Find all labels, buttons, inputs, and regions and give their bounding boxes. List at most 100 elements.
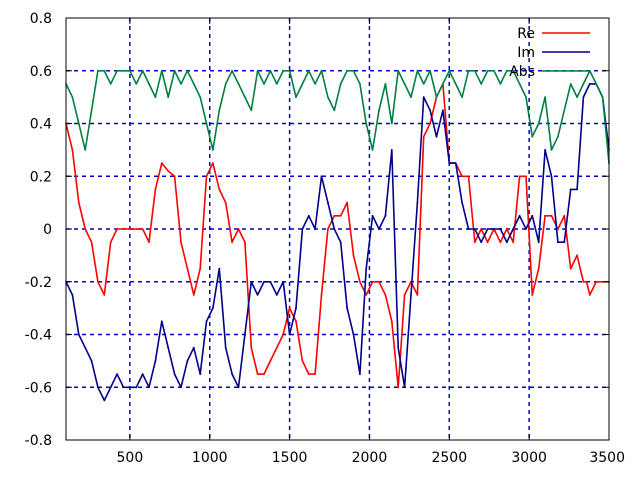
series-point <box>422 135 425 138</box>
series-point <box>346 307 348 309</box>
series-point <box>109 241 112 244</box>
series-point <box>531 214 534 217</box>
series-point <box>499 241 502 244</box>
series-point <box>454 83 457 85</box>
y-tick-label: -0.2 <box>25 275 52 291</box>
series-point <box>97 280 99 283</box>
series-point <box>339 214 342 217</box>
series-point <box>582 280 585 283</box>
series-point <box>461 96 463 98</box>
series-point <box>505 69 508 72</box>
series-point <box>416 201 419 204</box>
series-point <box>397 386 400 389</box>
series-point <box>122 228 125 230</box>
series-point <box>512 241 515 244</box>
series-point <box>505 241 508 244</box>
series-point <box>71 96 74 98</box>
series-point <box>180 386 182 389</box>
series-point <box>288 307 291 309</box>
series-point <box>473 69 476 72</box>
series-point <box>103 399 106 402</box>
series-point <box>135 228 138 230</box>
series-point <box>537 267 540 270</box>
series-point <box>224 201 227 204</box>
series-point <box>435 96 438 98</box>
series-point <box>288 333 291 336</box>
series-point <box>205 175 208 178</box>
series-point <box>346 201 348 204</box>
series-point <box>359 83 361 85</box>
series-point <box>442 109 444 112</box>
x-tick-label: 500 <box>117 450 144 466</box>
series-point <box>448 162 451 165</box>
series-point <box>390 320 393 323</box>
series-point <box>186 69 189 72</box>
series-point <box>339 241 342 244</box>
series-point <box>173 175 176 178</box>
series-point <box>269 280 272 283</box>
series-point <box>275 294 278 296</box>
series-point <box>192 83 195 85</box>
series-point <box>160 69 163 72</box>
series-point <box>352 333 355 336</box>
series-point <box>480 241 483 244</box>
series-abs <box>65 69 610 165</box>
series-point <box>448 69 451 72</box>
series-point <box>339 83 342 85</box>
series-point <box>410 294 412 296</box>
series-point <box>569 83 572 85</box>
series-point <box>160 162 163 165</box>
series-point <box>371 214 374 217</box>
series-point <box>256 373 259 375</box>
series-point <box>295 307 297 309</box>
series-point <box>129 386 131 389</box>
series-point <box>129 228 131 230</box>
series-point <box>218 267 221 270</box>
series-point <box>352 254 355 257</box>
series-point <box>384 214 387 217</box>
series-point <box>282 333 285 336</box>
series-point <box>544 96 546 98</box>
series-point <box>384 83 387 85</box>
series-point <box>231 373 234 375</box>
legend-label-abs: Abs <box>509 64 535 80</box>
series-point <box>224 83 227 85</box>
series-point <box>365 122 368 125</box>
series-point <box>307 373 310 375</box>
series-point <box>186 267 189 270</box>
legend-label-re: Re <box>517 26 535 42</box>
x-tick-label: 1000 <box>192 450 228 466</box>
series-point <box>473 228 476 230</box>
series-point <box>397 346 400 349</box>
y-tick-label: -0.4 <box>25 328 52 344</box>
series-point <box>595 83 598 85</box>
series-point <box>480 83 483 85</box>
y-tick-label: 0.6 <box>30 64 52 80</box>
series-point <box>588 83 591 85</box>
series-point <box>371 280 374 283</box>
series-point <box>359 280 361 283</box>
series-point <box>154 360 157 362</box>
axis-ticks: 500 1000 1500 2000 2500 3000 3500 -0.8 -0.6 -0.4 -… <box>25 11 625 466</box>
series-point <box>97 386 99 389</box>
series-point <box>141 228 144 230</box>
series-point <box>212 162 214 165</box>
series-point <box>269 360 272 362</box>
series-point <box>359 373 361 375</box>
x-tick-label: 3500 <box>589 450 625 466</box>
series-point <box>103 294 106 296</box>
series-point <box>256 294 259 296</box>
series-group <box>65 69 610 402</box>
series-point <box>186 360 189 362</box>
series-point <box>378 280 380 283</box>
x-tick-label: 2000 <box>352 450 388 466</box>
series-point <box>576 254 578 257</box>
series-point <box>486 69 489 72</box>
series-point <box>122 69 125 72</box>
series-point <box>512 69 515 72</box>
series-point <box>160 320 163 323</box>
series-point <box>563 214 566 217</box>
series-point <box>77 333 80 336</box>
series-line-abs <box>65 70 610 164</box>
series-point <box>384 294 387 296</box>
